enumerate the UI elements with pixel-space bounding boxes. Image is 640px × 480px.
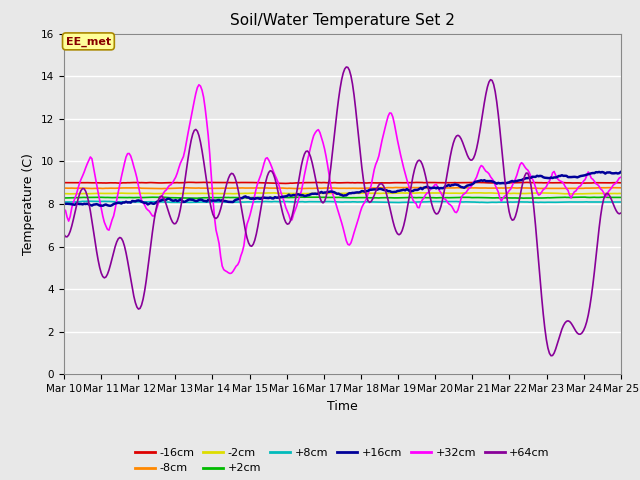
+8cm xyxy=(60,199,68,205)
+2cm xyxy=(617,194,625,200)
Line: +16cm: +16cm xyxy=(64,172,621,206)
-16cm xyxy=(129,180,136,186)
Line: +8cm: +8cm xyxy=(64,201,621,203)
Line: +32cm: +32cm xyxy=(64,85,621,274)
-16cm xyxy=(228,180,236,186)
+64cm xyxy=(226,172,234,178)
+64cm xyxy=(617,210,625,216)
+32cm xyxy=(307,144,314,150)
+32cm xyxy=(257,171,265,177)
+16cm xyxy=(60,201,68,206)
-2cm xyxy=(617,191,625,196)
+2cm xyxy=(192,195,200,201)
+64cm xyxy=(129,285,136,291)
Y-axis label: Temperature (C): Temperature (C) xyxy=(22,153,35,255)
-8cm xyxy=(60,185,68,191)
+8cm xyxy=(246,199,254,205)
-8cm xyxy=(156,186,164,192)
-2cm xyxy=(303,191,311,196)
Line: -16cm: -16cm xyxy=(64,182,621,183)
+8cm xyxy=(83,198,91,204)
+32cm xyxy=(229,268,237,274)
+2cm xyxy=(255,195,263,201)
+64cm xyxy=(342,64,350,70)
-8cm xyxy=(255,185,263,191)
+16cm xyxy=(246,196,254,202)
-8cm xyxy=(129,185,136,191)
-16cm xyxy=(589,180,596,186)
+64cm xyxy=(244,240,252,246)
-16cm xyxy=(617,180,625,186)
Text: EE_met: EE_met xyxy=(66,36,111,47)
+32cm xyxy=(248,205,255,211)
-8cm xyxy=(617,185,625,191)
Legend: -16cm, -8cm, -2cm, +2cm, +8cm, +16cm, +32cm, +64cm: -16cm, -8cm, -2cm, +2cm, +8cm, +16cm, +3… xyxy=(131,444,554,478)
-2cm xyxy=(474,190,482,196)
-8cm xyxy=(305,185,313,191)
Title: Soil/Water Temperature Set 2: Soil/Water Temperature Set 2 xyxy=(230,13,455,28)
+32cm xyxy=(60,206,68,212)
-2cm xyxy=(60,191,68,196)
Line: -8cm: -8cm xyxy=(64,188,621,189)
+16cm xyxy=(107,203,115,209)
-8cm xyxy=(589,185,596,191)
+2cm xyxy=(589,194,596,200)
Line: +64cm: +64cm xyxy=(64,67,621,356)
+64cm xyxy=(547,353,555,359)
+2cm xyxy=(305,194,313,200)
+8cm xyxy=(589,199,596,205)
+16cm xyxy=(617,169,625,175)
-2cm xyxy=(129,191,136,196)
-16cm xyxy=(188,180,195,185)
-8cm xyxy=(392,185,400,191)
+2cm xyxy=(129,195,136,201)
-8cm xyxy=(228,185,236,191)
+2cm xyxy=(60,195,68,201)
+16cm xyxy=(228,199,236,205)
-2cm xyxy=(589,191,596,196)
Line: -2cm: -2cm xyxy=(64,193,621,194)
+64cm xyxy=(60,231,68,237)
+32cm xyxy=(195,82,203,88)
-8cm xyxy=(246,185,254,191)
+16cm xyxy=(305,192,313,198)
-2cm xyxy=(226,191,234,196)
-16cm xyxy=(246,180,254,185)
+8cm xyxy=(228,199,236,205)
+2cm xyxy=(246,195,254,201)
-2cm xyxy=(254,190,262,196)
-2cm xyxy=(244,191,252,196)
+2cm xyxy=(228,194,236,200)
-16cm xyxy=(60,180,68,186)
+2cm xyxy=(580,194,588,200)
+32cm xyxy=(589,177,596,182)
X-axis label: Time: Time xyxy=(327,400,358,413)
+16cm xyxy=(130,198,138,204)
+64cm xyxy=(303,148,311,154)
+64cm xyxy=(254,223,262,229)
+8cm xyxy=(617,199,625,205)
+32cm xyxy=(617,174,625,180)
+16cm xyxy=(588,170,595,176)
+16cm xyxy=(255,196,263,202)
+8cm xyxy=(255,199,263,204)
-16cm xyxy=(307,180,314,185)
Line: +2cm: +2cm xyxy=(64,197,621,198)
+64cm xyxy=(589,282,596,288)
+8cm xyxy=(305,199,313,204)
-2cm xyxy=(570,191,578,197)
+16cm xyxy=(595,169,603,175)
-16cm xyxy=(280,180,288,186)
-16cm xyxy=(255,180,263,186)
+8cm xyxy=(130,199,138,205)
+32cm xyxy=(129,158,136,164)
+32cm xyxy=(226,271,234,276)
+8cm xyxy=(484,200,492,205)
